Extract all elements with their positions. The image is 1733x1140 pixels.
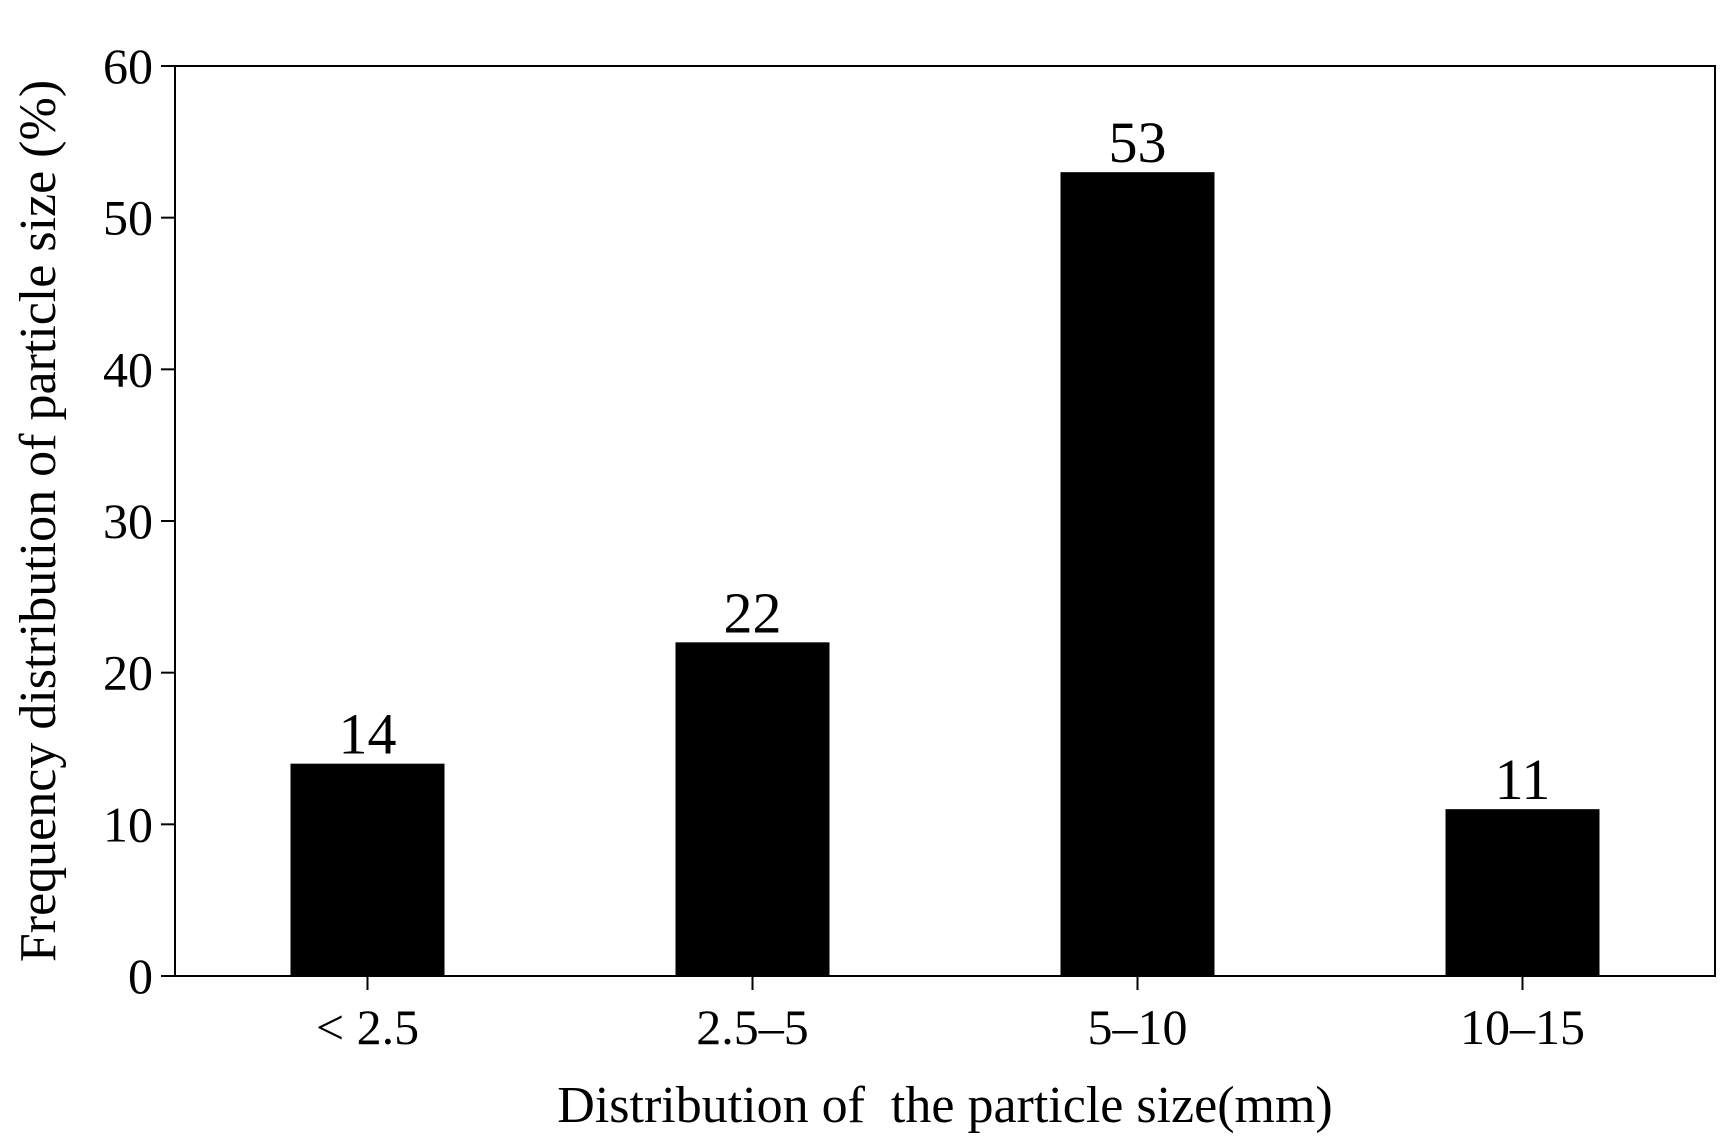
x-tick-label: 10–15	[1460, 999, 1585, 1055]
y-tick-label: 50	[103, 190, 153, 246]
y-axis-title: Frequency distribution of particle size …	[10, 80, 67, 962]
bar-value-labels: 14 22 53 11	[339, 110, 1551, 812]
x-tick-label: 2.5–5	[696, 999, 809, 1055]
y-tick-label: 60	[103, 38, 153, 94]
x-tick-label: 5–10	[1088, 999, 1188, 1055]
y-axis: 0 10 20 30 40 50 60	[103, 38, 175, 1004]
bar	[675, 642, 830, 976]
bar	[290, 763, 445, 976]
bar-value-label: 14	[339, 702, 397, 767]
bar	[1445, 809, 1600, 976]
bars-group	[290, 172, 1600, 976]
x-axis: < 2.5 2.5–5 5–10 10–15	[316, 976, 1585, 1055]
bar-value-label: 53	[1109, 110, 1167, 175]
bar-value-label: 11	[1495, 747, 1551, 812]
y-tick-label: 40	[103, 341, 153, 397]
bar-value-label: 22	[724, 580, 782, 645]
y-tick-label: 30	[103, 493, 153, 549]
x-axis-title: Distribution of the particle size(mm)	[557, 1077, 1332, 1134]
x-tick-label: < 2.5	[316, 999, 419, 1055]
y-tick-label: 10	[103, 796, 153, 852]
y-tick-label: 0	[128, 948, 153, 1004]
y-tick-label: 20	[103, 645, 153, 701]
bar	[1060, 172, 1215, 976]
